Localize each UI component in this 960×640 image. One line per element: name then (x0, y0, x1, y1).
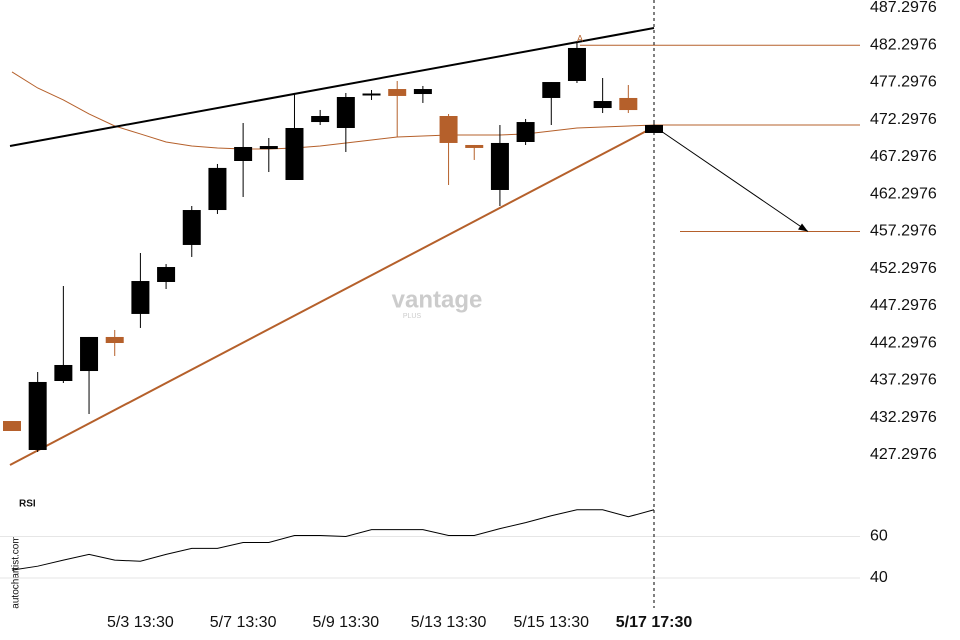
y-tick-label: 472.2976 (870, 111, 937, 128)
moving-average (11, 71, 655, 150)
candle-body (542, 82, 561, 98)
y-tick-label: 442.2976 (870, 334, 937, 351)
pattern-label: A (577, 34, 583, 44)
candle-body (131, 281, 150, 314)
candle-body (80, 336, 99, 372)
x-tick-label: 5/3 13:30 (107, 614, 174, 631)
candle-body (157, 267, 176, 282)
candle-body (516, 122, 535, 143)
source: autochartist.com (11, 535, 22, 608)
candle-body (336, 97, 355, 128)
y-tick-label: 467.2976 (870, 148, 937, 165)
y-tick-label: 487.2976 (870, 0, 937, 16)
x-tick-label: 5/15 13:30 (513, 614, 589, 631)
candle-body (439, 115, 458, 143)
rsi-label: RSI (19, 499, 36, 510)
y-tick-label: 482.2976 (870, 36, 937, 53)
candle-body (362, 93, 381, 96)
forecast-arrow (657, 128, 809, 232)
y-tick-label: 432.2976 (870, 409, 937, 426)
candle-body (593, 101, 612, 109)
x-tick-label: 5/9 13:30 (312, 614, 379, 631)
candle-body (645, 125, 663, 133)
candle-body (208, 167, 227, 211)
candle-body (105, 336, 124, 344)
candle-body (465, 144, 484, 148)
arrow-head (798, 223, 808, 232)
y-tick-label: 437.2976 (870, 372, 937, 389)
y-tick-label: 452.2976 (870, 260, 937, 277)
rsi-tick-label: 40 (870, 569, 888, 586)
candle-body (234, 146, 253, 161)
candle-body (3, 421, 21, 431)
candle-body (285, 127, 304, 180)
candle-body (490, 142, 509, 190)
y-tick-label: 427.2976 (870, 446, 937, 463)
y-tick-label: 477.2976 (870, 74, 937, 91)
candle-body (311, 115, 330, 123)
trend-line (9, 27, 655, 148)
candle-body (54, 364, 73, 382)
rsi-tick-label: 60 (870, 528, 888, 545)
trend-line (9, 126, 655, 466)
candle-body (388, 89, 407, 96)
candle-body (259, 146, 278, 150)
candle-body (567, 47, 586, 81)
y-tick-label: 462.2976 (870, 185, 937, 202)
rsi-line (11, 509, 655, 571)
candle-body (182, 210, 201, 245)
candle-body (413, 89, 432, 95)
y-tick-label: 457.2976 (870, 223, 937, 240)
x-tick-label: 5/13 13:30 (411, 614, 487, 631)
candle-body (619, 97, 638, 111)
x-tick-label: 5/17 17:30 (616, 614, 693, 631)
watermark-tier: PLUS (403, 313, 422, 320)
watermark: vantage (392, 286, 483, 313)
candle-body (28, 381, 47, 450)
y-tick-label: 447.2976 (870, 297, 937, 314)
x-tick-label: 5/7 13:30 (210, 614, 277, 631)
